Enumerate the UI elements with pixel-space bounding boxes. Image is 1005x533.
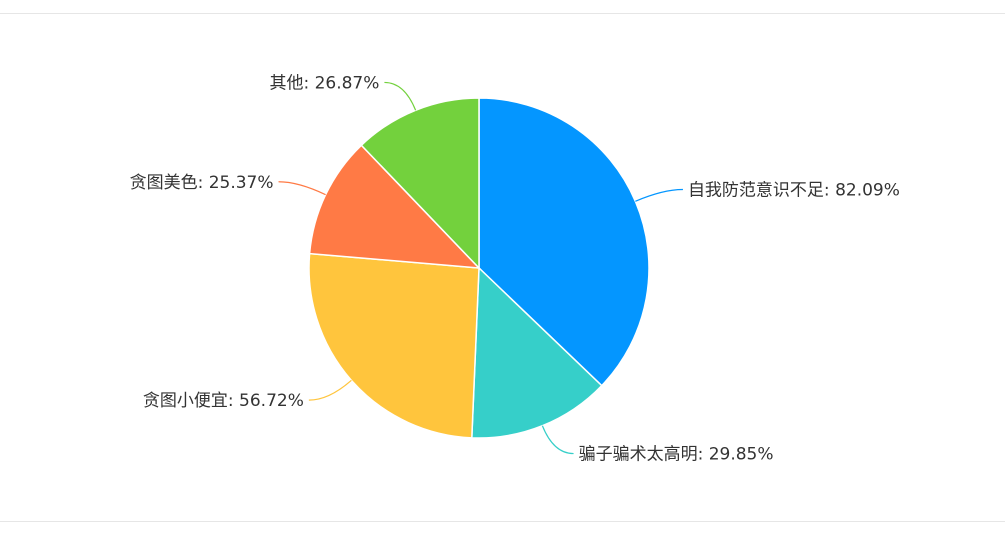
label-leader-line: [384, 81, 417, 111]
label-leader-line: [308, 379, 352, 401]
slice-label: 贪图美色: 25.37%: [130, 173, 274, 193]
pie-slice[interactable]: [471, 266, 603, 439]
slice-label: 自我防范意识不足: 82.09%: [688, 181, 900, 201]
top-divider: [0, 13, 1005, 14]
slice-label: 骗子骗术太高明: 29.85%: [579, 445, 774, 465]
slice-label: 贪图小便宜: 56.72%: [143, 391, 304, 411]
bottom-divider: [0, 521, 1005, 522]
label-leader-line: [541, 425, 574, 455]
label-leader-line: [278, 181, 326, 196]
pie-slice[interactable]: [308, 252, 480, 439]
label-leader-line: [635, 188, 683, 202]
pie-slice[interactable]: [478, 97, 650, 387]
slice-label: 其他: 26.87%: [269, 73, 379, 93]
